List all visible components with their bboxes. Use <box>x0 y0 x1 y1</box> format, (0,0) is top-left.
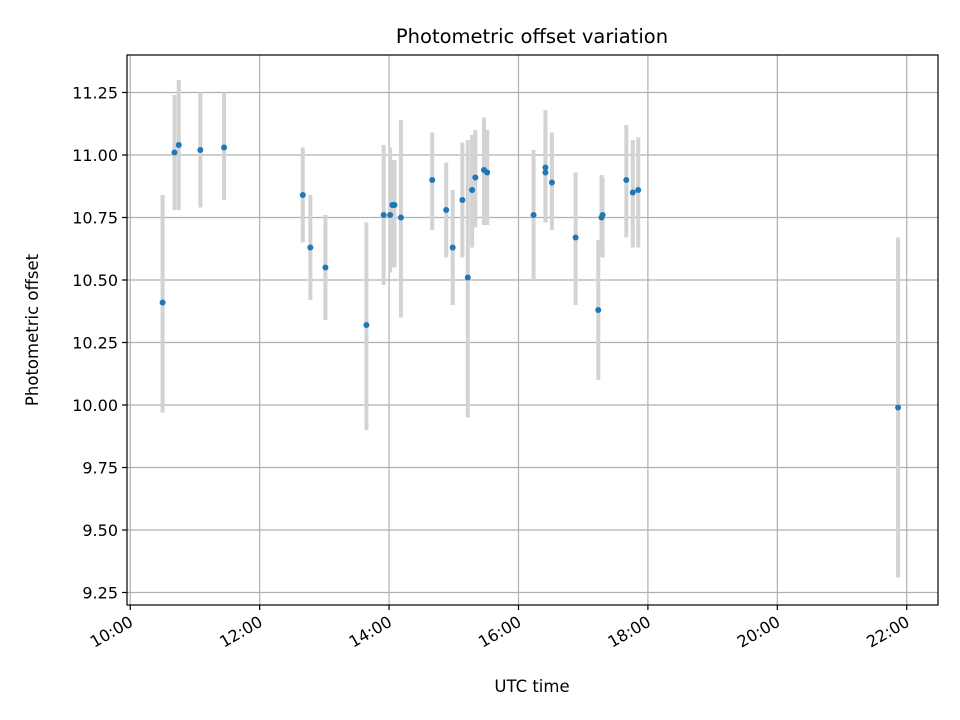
y-tick-label: 10.75 <box>72 209 118 228</box>
data-point <box>472 174 479 181</box>
data-point <box>299 192 306 198</box>
plot-frame <box>126 54 939 606</box>
data-point <box>307 244 314 251</box>
data-point <box>635 187 642 193</box>
chart-title: Photometric offset variation <box>396 25 668 48</box>
data-points <box>159 142 902 411</box>
y-tick-label: 9.50 <box>82 521 118 540</box>
data-point <box>380 212 387 218</box>
data-point <box>542 169 549 176</box>
y-tick-label: 10.25 <box>72 334 118 353</box>
data-point <box>599 212 606 218</box>
data-point <box>548 179 555 186</box>
data-point <box>623 177 630 183</box>
x-tick-label: 20:00 <box>734 612 783 652</box>
data-point <box>391 202 398 208</box>
x-axis-ticks: 10:00 12:00 14:00 16:00 18:00 20:00 22:00 <box>87 605 913 652</box>
data-point <box>397 214 404 221</box>
data-point <box>895 404 902 411</box>
data-point <box>530 212 537 218</box>
x-tick-label: 22:00 <box>863 612 912 652</box>
y-tick-label: 11.25 <box>72 84 118 103</box>
data-point <box>595 307 602 313</box>
y-tick-label: 9.75 <box>82 459 118 478</box>
data-point <box>629 189 636 196</box>
data-point <box>322 264 329 271</box>
data-point <box>171 149 178 156</box>
data-point <box>572 234 579 241</box>
data-point <box>387 212 394 218</box>
data-point <box>363 322 370 328</box>
y-tick-label: 10.50 <box>72 271 118 290</box>
data-point <box>464 274 471 281</box>
y-tick-label: 11.00 <box>72 146 118 165</box>
grid <box>127 55 938 605</box>
y-tick-label: 10.00 <box>72 396 118 415</box>
data-point <box>459 197 466 203</box>
data-point <box>443 207 450 213</box>
y-axis-ticks: 9.25 9.50 9.75 10.00 10.25 10.50 10.75 11.00 11.… <box>72 84 127 603</box>
x-tick-label: 10:00 <box>87 612 136 652</box>
data-point <box>469 187 476 193</box>
y-tick-label: 9.25 <box>82 584 118 603</box>
y-axis-label: Photometric offset <box>23 253 42 406</box>
data-point <box>175 142 182 148</box>
data-point <box>542 164 549 171</box>
x-tick-label: 14:00 <box>346 612 395 652</box>
data-point <box>159 299 166 306</box>
data-point <box>221 144 228 151</box>
data-point <box>484 169 491 176</box>
x-tick-label: 18:00 <box>604 612 653 652</box>
data-point <box>197 147 204 153</box>
data-point <box>429 177 436 183</box>
data-point <box>449 244 456 251</box>
x-tick-label: 16:00 <box>475 612 524 652</box>
x-axis-label: UTC time <box>494 677 569 696</box>
x-tick-label: 12:00 <box>216 612 265 652</box>
